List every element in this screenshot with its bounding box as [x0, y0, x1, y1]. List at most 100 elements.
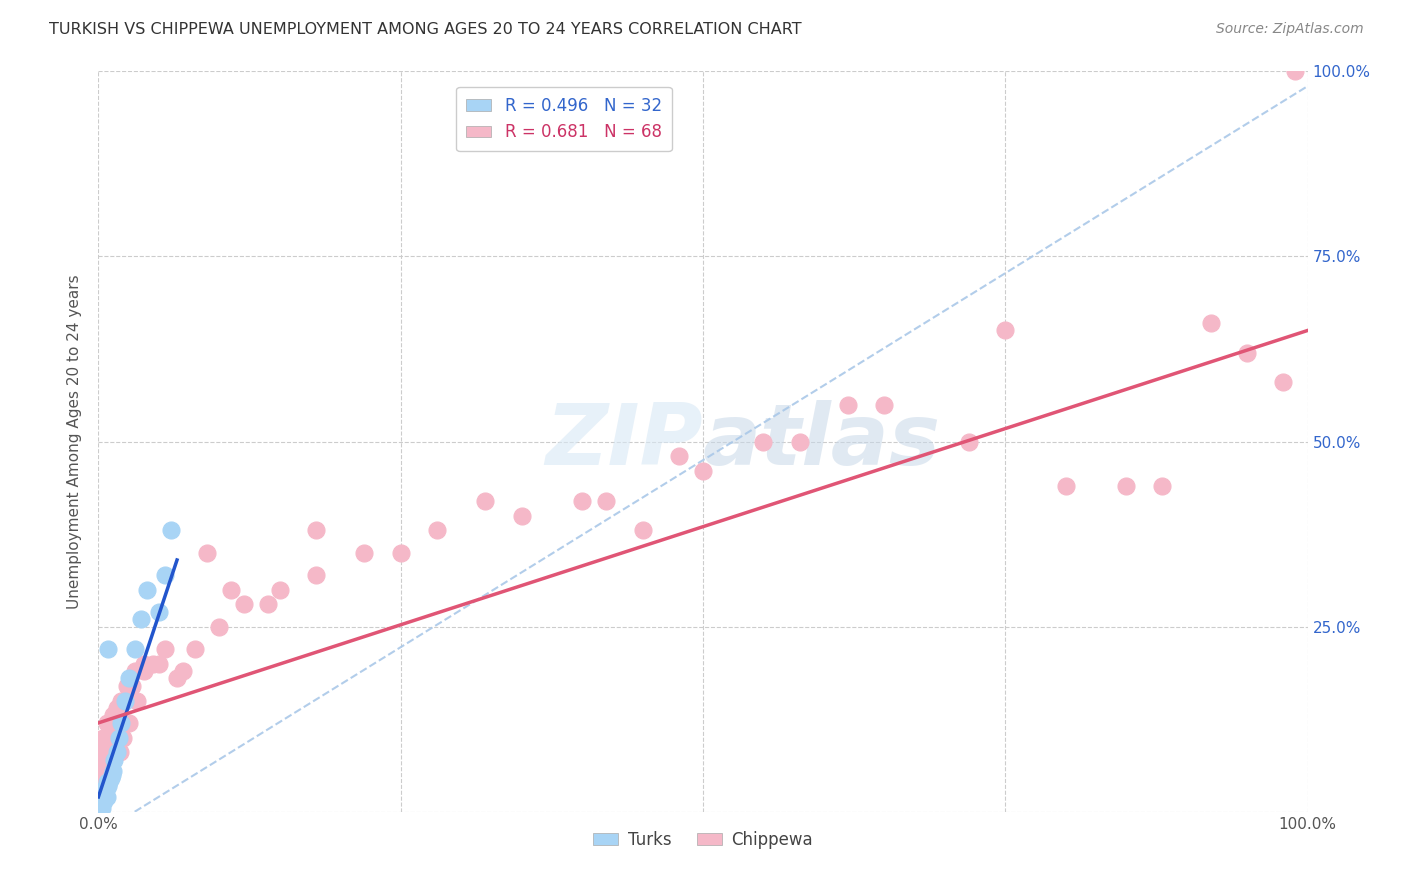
Point	[692, 464, 714, 478]
Point	[90, 760, 112, 774]
Point	[91, 789, 114, 804]
Point	[142, 657, 165, 671]
Point	[96, 789, 118, 804]
Point	[108, 731, 131, 745]
Point	[389, 546, 412, 560]
Point	[96, 775, 118, 789]
Point	[121, 679, 143, 693]
Point	[184, 641, 207, 656]
Point	[1115, 479, 1137, 493]
Point	[104, 708, 127, 723]
Point	[221, 582, 243, 597]
Point	[160, 524, 183, 538]
Point	[103, 753, 125, 767]
Point	[100, 767, 122, 781]
Point	[91, 782, 114, 797]
Point	[91, 775, 114, 789]
Point	[124, 641, 146, 656]
Point	[124, 664, 146, 678]
Point	[114, 694, 136, 708]
Point	[1272, 376, 1295, 390]
Point	[127, 694, 149, 708]
Point	[1284, 64, 1306, 78]
Point	[789, 434, 811, 449]
Point	[752, 434, 775, 449]
Point	[474, 493, 496, 508]
Point	[148, 605, 170, 619]
Point	[172, 664, 194, 678]
Legend: Turks, Chippewa: Turks, Chippewa	[586, 824, 820, 855]
Point	[98, 753, 121, 767]
Point	[668, 450, 690, 464]
Point	[595, 493, 617, 508]
Point	[91, 801, 114, 815]
Point	[100, 731, 122, 745]
Text: ZIP: ZIP	[546, 400, 703, 483]
Point	[118, 715, 141, 730]
Point	[94, 782, 117, 797]
Point	[93, 760, 115, 774]
Point	[103, 738, 125, 752]
Text: TURKISH VS CHIPPEWA UNEMPLOYMENT AMONG AGES 20 TO 24 YEARS CORRELATION CHART: TURKISH VS CHIPPEWA UNEMPLOYMENT AMONG A…	[49, 22, 801, 37]
Point	[166, 672, 188, 686]
Point	[134, 657, 156, 671]
Point	[91, 786, 114, 800]
Point	[94, 789, 117, 804]
Point	[94, 738, 117, 752]
Point	[957, 434, 980, 449]
Point	[93, 786, 115, 800]
Point	[1054, 479, 1077, 493]
Point	[93, 782, 115, 797]
Point	[353, 546, 375, 560]
Point	[117, 679, 139, 693]
Point	[91, 797, 114, 812]
Point	[153, 641, 176, 656]
Point	[97, 746, 120, 760]
Point	[97, 779, 120, 793]
Point	[1199, 316, 1222, 330]
Point	[100, 772, 122, 786]
Point	[91, 731, 114, 745]
Point	[232, 598, 254, 612]
Point	[837, 398, 859, 412]
Point	[129, 612, 152, 626]
Point	[93, 794, 115, 808]
Point	[110, 694, 132, 708]
Point	[114, 694, 136, 708]
Point	[90, 789, 112, 804]
Point	[1236, 345, 1258, 359]
Point	[208, 619, 231, 633]
Point	[110, 715, 132, 730]
Point	[89, 797, 111, 812]
Point	[90, 794, 112, 808]
Point	[134, 664, 156, 678]
Point	[105, 701, 128, 715]
Point	[305, 524, 328, 538]
Point	[269, 582, 291, 597]
Point	[89, 789, 111, 804]
Point	[107, 715, 129, 730]
Point	[100, 760, 122, 774]
Y-axis label: Unemployment Among Ages 20 to 24 years: Unemployment Among Ages 20 to 24 years	[67, 274, 83, 609]
Point	[994, 324, 1017, 338]
Point	[111, 731, 134, 745]
Point	[91, 746, 114, 760]
Point	[105, 746, 128, 760]
Point	[135, 582, 157, 597]
Point	[101, 708, 124, 723]
Point	[101, 764, 124, 778]
Point	[118, 672, 141, 686]
Text: atlas: atlas	[703, 400, 941, 483]
Point	[631, 524, 654, 538]
Point	[98, 738, 121, 752]
Point	[108, 746, 131, 760]
Point	[148, 657, 170, 671]
Point	[256, 598, 278, 612]
Point	[98, 775, 121, 789]
Point	[426, 524, 449, 538]
Point	[96, 767, 118, 781]
Point	[873, 398, 896, 412]
Point	[153, 567, 176, 582]
Text: Source: ZipAtlas.com: Source: ZipAtlas.com	[1216, 22, 1364, 37]
Point	[1152, 479, 1174, 493]
